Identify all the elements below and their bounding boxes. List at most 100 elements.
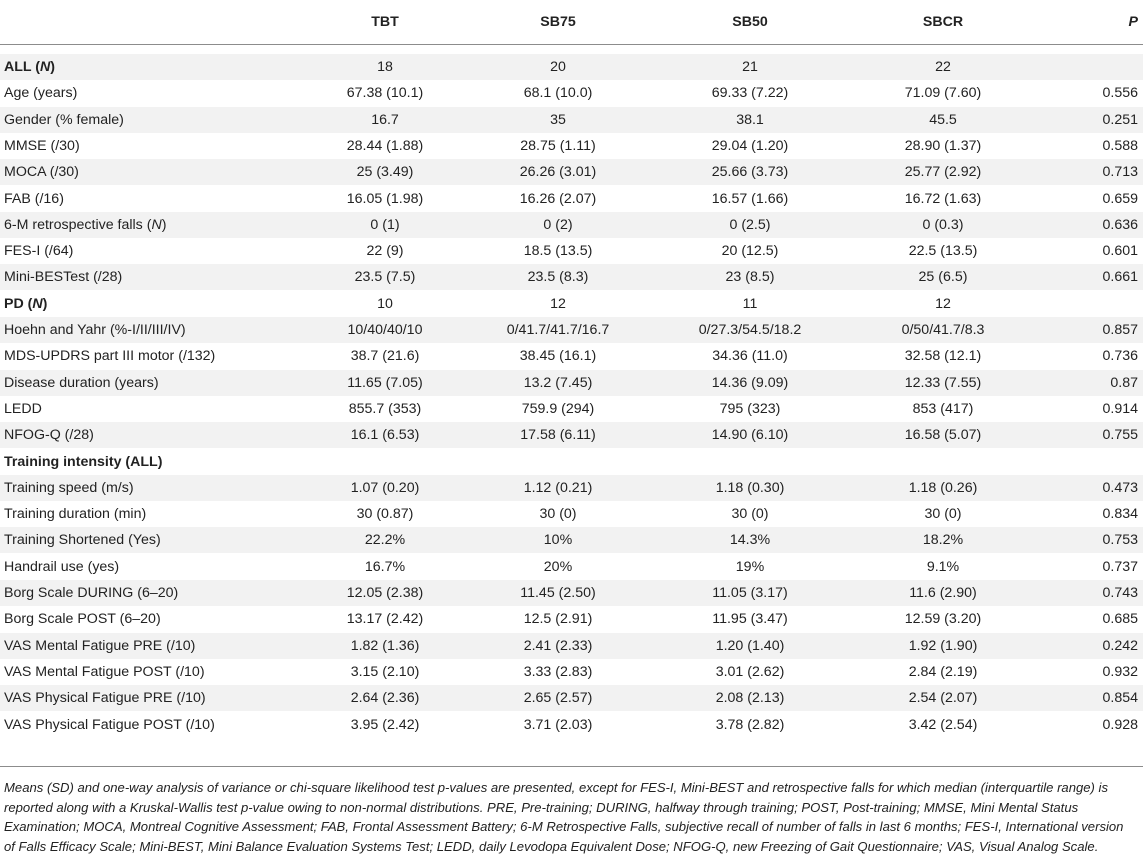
p-value-cell: 0.251 xyxy=(1102,111,1138,128)
p-value-cell: 0.834 xyxy=(1102,506,1138,523)
p-value-cell: 0.661 xyxy=(1102,269,1138,286)
value-cell: 45.5 xyxy=(929,111,957,128)
value-cell xyxy=(665,449,835,475)
row-label-text: NFOG-Q (/28) xyxy=(4,427,94,444)
value-cell: 11.05 (3.17) xyxy=(712,585,788,601)
value-cell: 25.66 (3.73) xyxy=(711,164,789,181)
row-label-text: ALL xyxy=(4,59,32,75)
p-value-cell: 0.737 xyxy=(1102,558,1138,575)
bottom-rule xyxy=(0,766,1143,767)
p-value-cell: 0.636 xyxy=(1102,216,1138,233)
column-header-sb50: SB50 xyxy=(732,14,768,30)
table-row: NFOG-Q (/28) 16.1 (6.53) 17.58 (6.11) 14.90… xyxy=(0,422,1143,449)
value-cell: 25 (3.49) xyxy=(356,164,414,181)
row-label-text: Mini-BESTest (/28) xyxy=(4,269,123,286)
value-cell: 16.72 (1.63) xyxy=(904,190,982,207)
row-label: NFOG-Q (/28) xyxy=(4,422,94,448)
value-cell: 25 (6.5) xyxy=(918,269,968,286)
value-cell: 1.07 (0.20) xyxy=(350,479,420,496)
table-row: Borg Scale POST (6–20) 13.17 (2.42) 12.5 (… xyxy=(0,606,1143,632)
row-label-text: VAS Mental Fatigue POST (/10) xyxy=(4,663,205,680)
row-label-text: Handrail use (yes) xyxy=(4,558,120,575)
row-label-text: VAS Physical Fatigue PRE (/10) xyxy=(4,690,206,707)
row-label: VAS Mental Fatigue PRE (/10) xyxy=(4,633,195,659)
value-cell: 18.2% xyxy=(922,532,964,549)
row-label: VAS Physical Fatigue POST (/10) xyxy=(4,712,215,738)
table-row: VAS Physical Fatigue POST (/10) 3.95 (2.4… xyxy=(0,712,1143,738)
value-cell: 2.64 (2.36) xyxy=(350,690,420,707)
value-cell: 23.5 (7.5) xyxy=(354,269,416,286)
row-label: ALL (N) xyxy=(4,59,55,75)
row-label-text: Hoehn and Yahr (%-I/II/III/IV) xyxy=(4,322,186,338)
value-cell: 3.95 (2.42) xyxy=(350,716,420,733)
value-cell: 3.42 (2.54) xyxy=(908,716,978,733)
value-cell: 35 xyxy=(550,111,566,128)
value-cell: 1.18 (0.26) xyxy=(908,479,978,496)
row-label-text: Training duration (min) xyxy=(4,506,147,523)
value-cell: 28.44 (1.88) xyxy=(346,137,424,154)
value-cell: 28.90 (1.37) xyxy=(904,137,982,154)
value-cell: 12.59 (3.20) xyxy=(904,611,982,628)
row-label: Borg Scale DURING (6–20) xyxy=(4,580,178,606)
value-cell: 17.58 (6.11) xyxy=(520,427,596,444)
value-cell: 1.12 (0.21) xyxy=(523,479,593,496)
value-cell: 69.33 (7.22) xyxy=(711,85,789,102)
value-cell: 0 (2) xyxy=(543,216,573,233)
column-header-tbt: TBT xyxy=(371,14,399,30)
value-cell: 3.71 (2.03) xyxy=(523,716,593,733)
value-cell: 3.78 (2.82) xyxy=(715,716,785,733)
table-row: Disease duration (years) 11.65 (7.05) 13.2… xyxy=(0,369,1143,396)
table-row: Gender (% female) 16.7 35 38.1 45.5 0.251 xyxy=(0,106,1143,133)
table-row: 6-M retrospective falls (N) 0 (1) 0 (2) 0 (… xyxy=(0,211,1143,238)
value-cell: 1.82 (1.36) xyxy=(350,637,420,654)
row-label: Disease duration (years) xyxy=(4,370,159,396)
value-cell: 14.3% xyxy=(729,532,771,549)
value-cell: 13.17 (2.42) xyxy=(346,611,424,628)
value-cell: 0/41.7/41.7/16.7 xyxy=(506,322,610,338)
column-header-sb75: SB75 xyxy=(540,14,576,30)
table-row: Training speed (m/s) 1.07 (0.20) 1.12 (0.2… xyxy=(0,474,1143,501)
p-value-cell: 0.588 xyxy=(1102,137,1138,154)
row-label-text: Gender (% female) xyxy=(4,111,124,128)
value-cell: 22 (9) xyxy=(366,243,404,260)
p-value-cell: 0.713 xyxy=(1102,164,1138,181)
p-value-cell xyxy=(1040,449,1138,475)
row-label: Mini-BESTest (/28) xyxy=(4,264,122,290)
value-cell: 71.09 (7.60) xyxy=(904,85,982,102)
value-cell: 18 xyxy=(377,59,393,75)
value-cell: 22 xyxy=(935,59,951,75)
row-label-text: PD xyxy=(4,295,24,312)
value-cell: 10% xyxy=(543,532,573,549)
value-cell: 18.5 (13.5) xyxy=(523,243,593,260)
row-label: Borg Scale POST (6–20) xyxy=(4,606,161,632)
p-value-cell xyxy=(1040,54,1138,80)
row-label: Gender (% female) xyxy=(4,107,124,133)
p-value-cell: 0.743 xyxy=(1102,585,1138,601)
section-row: ALL (N) 18 20 21 22 xyxy=(0,54,1143,80)
row-label-text: MDS-UPDRS part III motor (/132) xyxy=(4,348,216,365)
value-cell: 14.90 (6.10) xyxy=(711,427,789,444)
row-label: Handrail use (yes) xyxy=(4,554,119,580)
value-cell: 1.18 (0.30) xyxy=(715,479,785,496)
value-cell: 11.95 (3.47) xyxy=(712,611,788,628)
value-cell: 38.45 (16.1) xyxy=(519,348,597,365)
p-value-cell: 0.928 xyxy=(1102,716,1138,733)
row-label: VAS Mental Fatigue POST (/10) xyxy=(4,659,205,685)
value-cell: 16.1 (6.53) xyxy=(350,427,420,444)
p-value-cell: 0.659 xyxy=(1102,190,1138,207)
value-cell: 1.92 (1.90) xyxy=(908,637,978,654)
row-label: Age (years) xyxy=(4,80,77,106)
value-cell: 32.58 (12.1) xyxy=(904,348,982,365)
value-cell: 12 xyxy=(550,295,566,312)
value-cell: 13.2 (7.45) xyxy=(523,374,593,391)
row-label-text: Training Shortened (Yes) xyxy=(4,532,161,549)
value-cell: 2.84 (2.19) xyxy=(908,663,978,680)
column-header-sbcr: SBCR xyxy=(922,14,964,30)
p-value-cell: 0.87 xyxy=(1110,374,1138,391)
value-cell: 2.65 (2.57) xyxy=(523,690,593,707)
row-label: Training duration (min) xyxy=(4,501,146,527)
p-value-cell: 0.932 xyxy=(1102,663,1138,680)
value-cell: 16.05 (1.98) xyxy=(346,190,424,207)
value-cell: 14.36 (9.09) xyxy=(711,374,789,391)
table-row: VAS Physical Fatigue PRE (/10) 2.64 (2.36… xyxy=(0,685,1143,712)
